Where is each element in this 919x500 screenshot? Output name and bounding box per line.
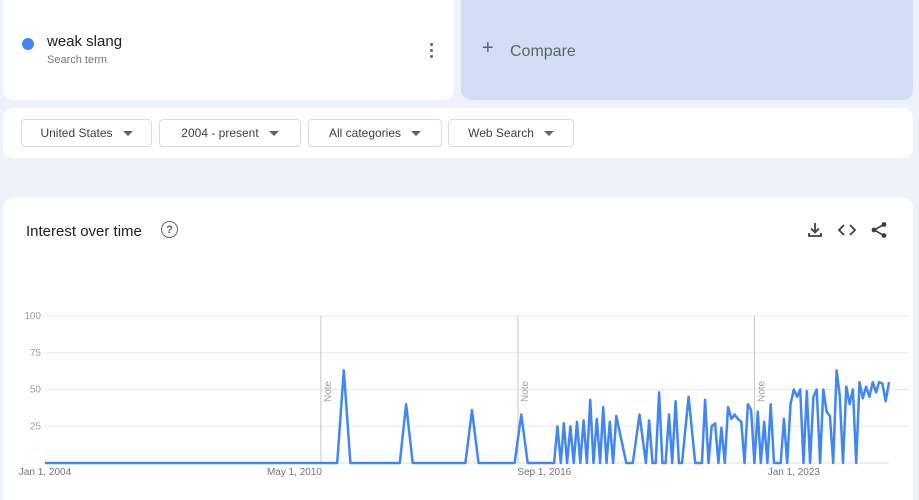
more-options-icon[interactable] — [421, 38, 441, 62]
y-tick-label: 25 — [30, 421, 42, 432]
note-label: Note — [756, 380, 767, 402]
category-filter-label: All categories — [328, 126, 402, 140]
note-label: Note — [520, 380, 531, 402]
compare-label: Compare — [510, 43, 576, 60]
panel-title: Interest over time — [26, 223, 142, 240]
share-icon[interactable] — [869, 220, 889, 240]
chevron-down-icon — [543, 130, 554, 136]
time-range-filter[interactable]: 2004 - present — [159, 119, 301, 147]
search-term-subtitle: Search term — [47, 54, 107, 66]
interest-over-time-panel: Interest over time ? 100 75 50 25 Note Note No… — [3, 198, 913, 500]
filter-bar: United States 2004 - present All categor… — [3, 108, 913, 158]
x-tick-label: Jan 1, 2004 — [19, 467, 72, 478]
search-type-filter-label: Web Search — [468, 126, 534, 140]
search-term-card: weak slang Search term — [3, 0, 454, 100]
chevron-down-icon — [122, 130, 133, 136]
search-type-filter[interactable]: Web Search — [448, 119, 574, 147]
region-filter-label: United States — [40, 126, 113, 140]
series-line — [45, 369, 891, 465]
download-icon[interactable] — [805, 220, 825, 240]
time-range-filter-label: 2004 - present — [181, 126, 259, 140]
plus-icon: + — [482, 37, 494, 59]
compare-button[interactable]: + Compare — [461, 0, 913, 100]
note-label: Note — [323, 380, 334, 402]
category-filter[interactable]: All categories — [308, 119, 442, 147]
term-color-dot — [22, 38, 34, 50]
y-tick-label: 50 — [30, 385, 42, 396]
interest-chart: 100 75 50 25 Note Note Note Jan 1, 2004 May 1, 2… — [19, 311, 909, 478]
embed-icon[interactable] — [837, 220, 857, 240]
chevron-down-icon — [268, 130, 279, 136]
x-tick-label: Jan 1, 2023 — [768, 467, 821, 478]
y-tick-label: 100 — [24, 311, 41, 322]
search-term-name[interactable]: weak slang — [47, 33, 123, 50]
x-tick-label: Sep 1, 2016 — [517, 467, 571, 478]
region-filter[interactable]: United States — [21, 119, 152, 147]
chevron-down-icon — [411, 130, 422, 136]
y-tick-label: 75 — [30, 348, 42, 359]
help-icon[interactable]: ? — [161, 221, 178, 238]
x-tick-label: May 1, 2010 — [267, 467, 322, 478]
